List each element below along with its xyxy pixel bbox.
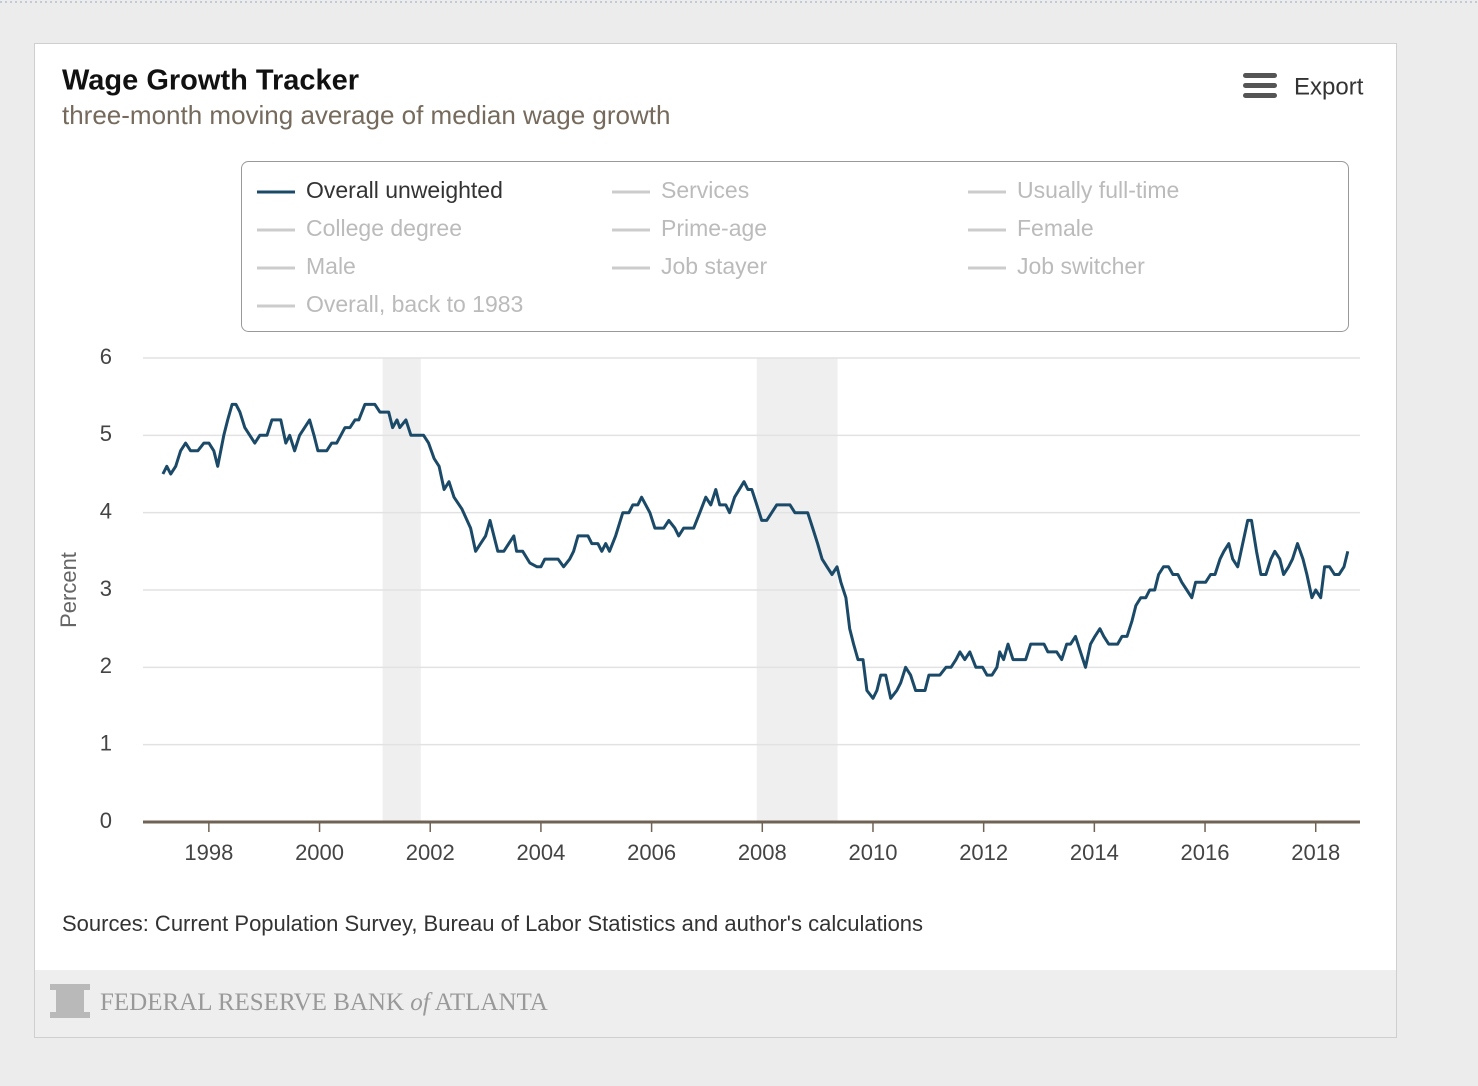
legend-item[interactable]: Prime-age <box>661 215 767 241</box>
y-tick-label: 4 <box>100 498 112 523</box>
y-tick-label: 5 <box>100 421 112 446</box>
y-tick-label: 0 <box>100 808 112 833</box>
menu-icon-bar <box>1243 93 1277 98</box>
x-tick-label: 2010 <box>849 840 898 865</box>
logo-icon <box>50 984 90 1018</box>
y-tick-label: 1 <box>100 730 112 755</box>
legend-item[interactable]: Male <box>306 253 356 279</box>
legend-item[interactable]: Usually full-time <box>1017 177 1179 203</box>
legend-item[interactable]: Overall, back to 1983 <box>306 291 523 317</box>
menu-icon-bar <box>1243 83 1277 88</box>
x-tick-label: 2008 <box>738 840 787 865</box>
source-note: Sources: Current Population Survey, Bure… <box>62 911 923 936</box>
legend-item[interactable]: Job stayer <box>661 253 767 279</box>
x-tick-label: 2014 <box>1070 840 1119 865</box>
legend-item[interactable]: Job switcher <box>1017 253 1145 279</box>
y-tick-label: 2 <box>100 653 112 678</box>
x-tick-label: 2016 <box>1181 840 1230 865</box>
x-tick-label: 2006 <box>627 840 676 865</box>
legend-item[interactable]: Female <box>1017 215 1094 241</box>
logo: FEDERAL RESERVE BANK of ATLANTA <box>50 984 548 1018</box>
logo-city: ATLANTA <box>435 989 548 1016</box>
x-tick-label: 2000 <box>295 840 344 865</box>
chart-title: Wage Growth Tracker <box>62 65 359 97</box>
chart-subtitle: three-month moving average of median wag… <box>62 100 670 130</box>
footer-band <box>35 970 1396 1037</box>
legend-item[interactable]: Services <box>661 177 749 203</box>
x-tick-label: 1998 <box>184 840 233 865</box>
y-tick-label: 6 <box>100 344 112 369</box>
y-axis-label: Percent <box>56 552 81 628</box>
y-tick-label: 3 <box>100 576 112 601</box>
menu-icon-bar <box>1243 73 1277 78</box>
export-button[interactable]: Export <box>1243 73 1364 100</box>
legend-item[interactable]: College degree <box>306 215 462 241</box>
logo-of: of <box>410 989 433 1016</box>
legend-item[interactable]: Overall unweighted <box>306 177 503 203</box>
export-label: Export <box>1294 73 1364 100</box>
series-line <box>161 402 1350 700</box>
logo-bank: FEDERAL RESERVE BANK <box>100 989 404 1016</box>
logo-text: FEDERAL RESERVE BANK of ATLANTA <box>100 989 548 1016</box>
x-tick-label: 2002 <box>406 840 455 865</box>
x-tick-label: 2004 <box>516 840 565 865</box>
x-tick-label: 2018 <box>1291 840 1340 865</box>
x-tick-label: 2012 <box>959 840 1008 865</box>
legend-box <box>241 161 1349 332</box>
